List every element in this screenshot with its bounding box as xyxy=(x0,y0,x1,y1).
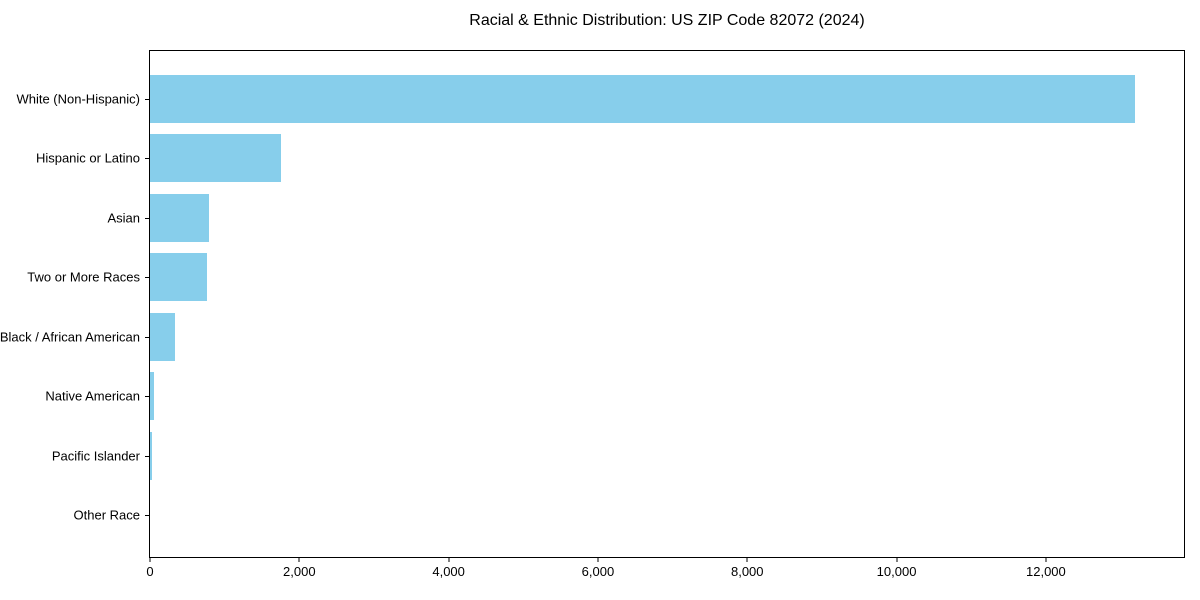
x-tick-label: 4,000 xyxy=(432,564,465,579)
bar-asian xyxy=(150,193,209,242)
bar-pacific-islander xyxy=(150,431,153,480)
y-tick-mark xyxy=(145,98,150,100)
plot-area: White (Non-Hispanic) Hispanic or Latino … xyxy=(0,50,1185,578)
x-tick-mark xyxy=(298,557,300,562)
x-tick-mark xyxy=(746,557,748,562)
bar-two-or-more-races xyxy=(150,253,208,301)
y-tick-mark xyxy=(145,158,150,159)
x-tick-mark xyxy=(597,557,599,562)
x-tick-mark xyxy=(1045,557,1047,562)
x-tick-label: 6,000 xyxy=(581,564,615,579)
x-tick-mark xyxy=(149,557,151,562)
bar-native-american xyxy=(150,372,154,420)
bar-black-african-american xyxy=(150,312,176,361)
y-axis-label-pacific-islander: Pacific Islander xyxy=(51,448,140,463)
y-axis-label-white-non-hispanic: White (Non-Hispanic) xyxy=(16,91,140,106)
y-axis-label-other-race: Other Race xyxy=(73,507,140,523)
y-tick-mark xyxy=(145,277,150,278)
y-tick-mark xyxy=(145,217,150,219)
x-tick-mark xyxy=(448,557,450,562)
x-tick-label: 0 xyxy=(146,564,154,579)
x-tick-label: 12,000 xyxy=(1025,564,1066,579)
x-tick-label: 2,000 xyxy=(283,564,316,579)
bar-hispanic-or-latino xyxy=(150,134,281,182)
bar-white-non-hispanic xyxy=(150,74,1135,123)
x-tick-mark xyxy=(896,557,898,562)
y-tick-mark xyxy=(145,455,150,457)
x-tick-label: 10,000 xyxy=(876,564,917,579)
y-axis-label-hispanic-or-latino: Hispanic or Latino xyxy=(35,150,140,166)
chart-title: Racial & Ethnic Distribution: US ZIP Cod… xyxy=(469,12,865,29)
y-tick-mark xyxy=(145,515,150,516)
y-axis-label-native-american: Native American xyxy=(45,388,140,404)
y-axis-label-asian: Asian xyxy=(107,210,140,225)
x-tick-label: 8,000 xyxy=(730,564,764,579)
y-axis-label-two-or-more-races: Two or More Races xyxy=(27,269,140,285)
y-tick-mark xyxy=(145,336,150,338)
y-tick-mark xyxy=(145,396,150,397)
y-axis-label-black-african-american: Black / African American xyxy=(0,329,140,344)
